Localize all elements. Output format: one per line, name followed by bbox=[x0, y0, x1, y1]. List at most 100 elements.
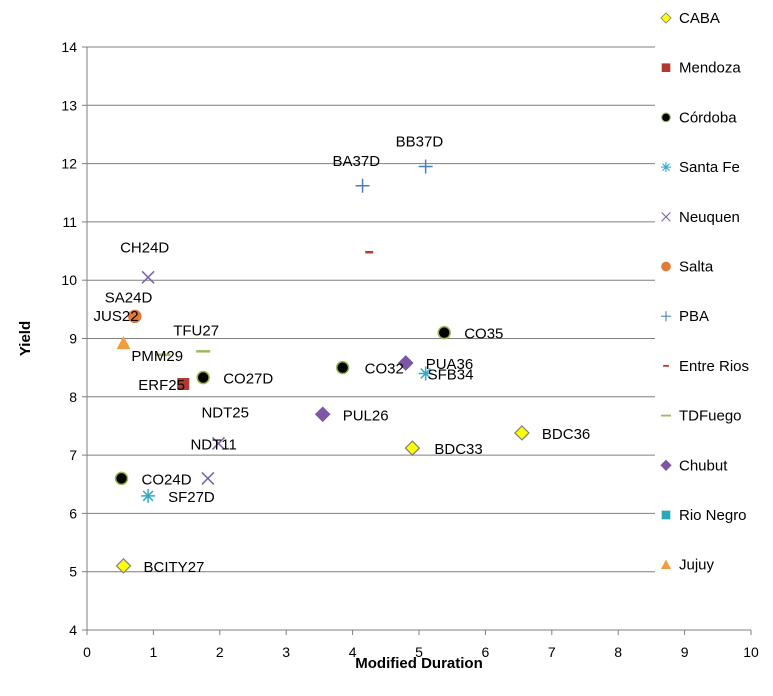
y-tick-label: 10 bbox=[61, 272, 77, 288]
point-chubut bbox=[314, 406, 331, 423]
legend-label: CABA bbox=[679, 10, 720, 27]
point-mendoza bbox=[177, 377, 190, 390]
legend-label: PBA bbox=[679, 308, 709, 325]
point-c-rdoba bbox=[335, 360, 350, 375]
point-label: PUL26 bbox=[343, 407, 389, 424]
legend-marker-neuquen bbox=[661, 212, 671, 222]
legend-marker-jujuy bbox=[660, 559, 672, 570]
x-tick-label: 6 bbox=[482, 644, 490, 660]
legend-label: Salta bbox=[679, 259, 714, 276]
y-tick-label: 13 bbox=[61, 97, 77, 113]
data-points bbox=[114, 159, 530, 574]
axes bbox=[82, 46, 752, 635]
legend-marker-caba bbox=[660, 12, 672, 24]
point-label: PMM29 bbox=[131, 348, 183, 365]
point-label: CO24D bbox=[142, 471, 192, 488]
point-label: CO32 bbox=[365, 361, 404, 378]
point-label: CO35 bbox=[464, 326, 503, 343]
legend: CABA Mendoza Córdoba Santa Fe Neuquen Salta PB… bbox=[660, 10, 749, 574]
point-label: TFU27 bbox=[173, 322, 219, 339]
legend-label: Mendoza bbox=[679, 60, 741, 77]
point-neuquen bbox=[211, 436, 226, 450]
point-label: SFB34 bbox=[428, 366, 474, 383]
legend-item-c-rdoba: Córdoba bbox=[661, 109, 737, 126]
legend-marker-rio-negro bbox=[661, 510, 671, 520]
point-caba bbox=[404, 440, 421, 456]
legend-item-santa-fe: Santa Fe bbox=[660, 159, 740, 176]
point-jujuy bbox=[116, 336, 131, 350]
point-caba bbox=[115, 558, 132, 574]
y-tick-label: 8 bbox=[69, 389, 77, 405]
point-pba bbox=[418, 159, 433, 174]
legend-item-caba: CABA bbox=[660, 10, 720, 27]
x-tick-label: 7 bbox=[548, 644, 556, 660]
y-tick-label: 12 bbox=[61, 156, 77, 172]
x-tick-label: 10 bbox=[743, 644, 759, 660]
point-label: SF27D bbox=[168, 489, 215, 506]
y-tick-label: 14 bbox=[61, 39, 77, 55]
x-axis-title: Modified Duration bbox=[355, 655, 483, 672]
x-tick-label: 1 bbox=[150, 644, 158, 660]
point-label: ERF25 bbox=[138, 377, 185, 394]
legend-label: Jujuy bbox=[679, 557, 715, 574]
y-axis-title: Yield bbox=[17, 321, 34, 356]
point-label: BB37D bbox=[396, 134, 444, 151]
legend-label: Santa Fe bbox=[679, 159, 740, 176]
legend-label: Entre Rios bbox=[679, 358, 749, 375]
legend-marker-santa-fe bbox=[660, 162, 672, 173]
legend-label: Rio Negro bbox=[679, 507, 747, 524]
legend-marker-mendoza bbox=[661, 63, 671, 73]
legend-label: Córdoba bbox=[679, 109, 737, 126]
point-label: BDC33 bbox=[434, 441, 482, 458]
legend-label: Neuquen bbox=[679, 209, 740, 226]
legend-marker-salta bbox=[661, 261, 671, 272]
x-tick-label: 9 bbox=[681, 644, 689, 660]
legend-label: Chubut bbox=[679, 457, 728, 474]
point-neuquen bbox=[141, 270, 155, 284]
y-tick-label: 7 bbox=[69, 447, 77, 463]
point-chubut bbox=[397, 355, 414, 371]
point-santa-fe bbox=[418, 366, 433, 381]
legend-item-tdfuego: TDFuego bbox=[660, 408, 742, 425]
point-label: PUA36 bbox=[426, 356, 474, 373]
legend-marker-c-rdoba bbox=[661, 112, 671, 123]
y-tick-label: 5 bbox=[69, 564, 77, 580]
point-santa-fe bbox=[141, 488, 156, 503]
legend-marker-chubut bbox=[660, 459, 672, 471]
y-tick-label: 4 bbox=[69, 622, 77, 638]
legend-label: TDFuego bbox=[679, 408, 742, 425]
point-label: BDC36 bbox=[542, 426, 590, 443]
legend-item-neuquen: Neuquen bbox=[661, 209, 740, 226]
x-tick-label: 8 bbox=[614, 644, 622, 660]
point-label: NDT11 bbox=[190, 436, 236, 453]
point-label: CO27D bbox=[223, 371, 273, 388]
legend-item-salta: Salta bbox=[661, 259, 714, 276]
legend-item-chubut: Chubut bbox=[660, 457, 728, 474]
legend-marker-pba bbox=[660, 311, 672, 322]
y-tick-label: 6 bbox=[69, 505, 77, 521]
point-salta bbox=[128, 309, 142, 324]
point-caba bbox=[514, 425, 530, 441]
x-tick-label: 5 bbox=[415, 644, 423, 660]
point-label: SA24D bbox=[105, 289, 153, 306]
legend-item-rio-negro: Rio Negro bbox=[661, 507, 747, 524]
point-pba bbox=[355, 178, 370, 193]
x-tick-label: 4 bbox=[349, 644, 357, 660]
point-label: BCITY27 bbox=[144, 559, 205, 576]
point-label: CH24D bbox=[120, 239, 169, 256]
point-neuquen bbox=[201, 471, 215, 485]
legend-item-pba: PBA bbox=[660, 308, 709, 325]
point-c-rdoba bbox=[437, 325, 451, 340]
legend-item-entre-rios: Entre Rios bbox=[663, 358, 749, 375]
point-c-rdoba bbox=[114, 471, 129, 486]
point-label: JUS22 bbox=[94, 308, 139, 325]
point-labels: BCITY27 BDC33 BDC36 ERF25 CO24D CO27D CO32 CO35… bbox=[94, 134, 591, 576]
legend-item-mendoza: Mendoza bbox=[661, 60, 741, 77]
point-label: BA37D bbox=[333, 153, 381, 170]
y-tick-label: 9 bbox=[69, 331, 77, 347]
x-tick-label: 0 bbox=[83, 644, 91, 660]
gridlines bbox=[87, 46, 655, 573]
point-label: NDT25 bbox=[201, 404, 249, 421]
